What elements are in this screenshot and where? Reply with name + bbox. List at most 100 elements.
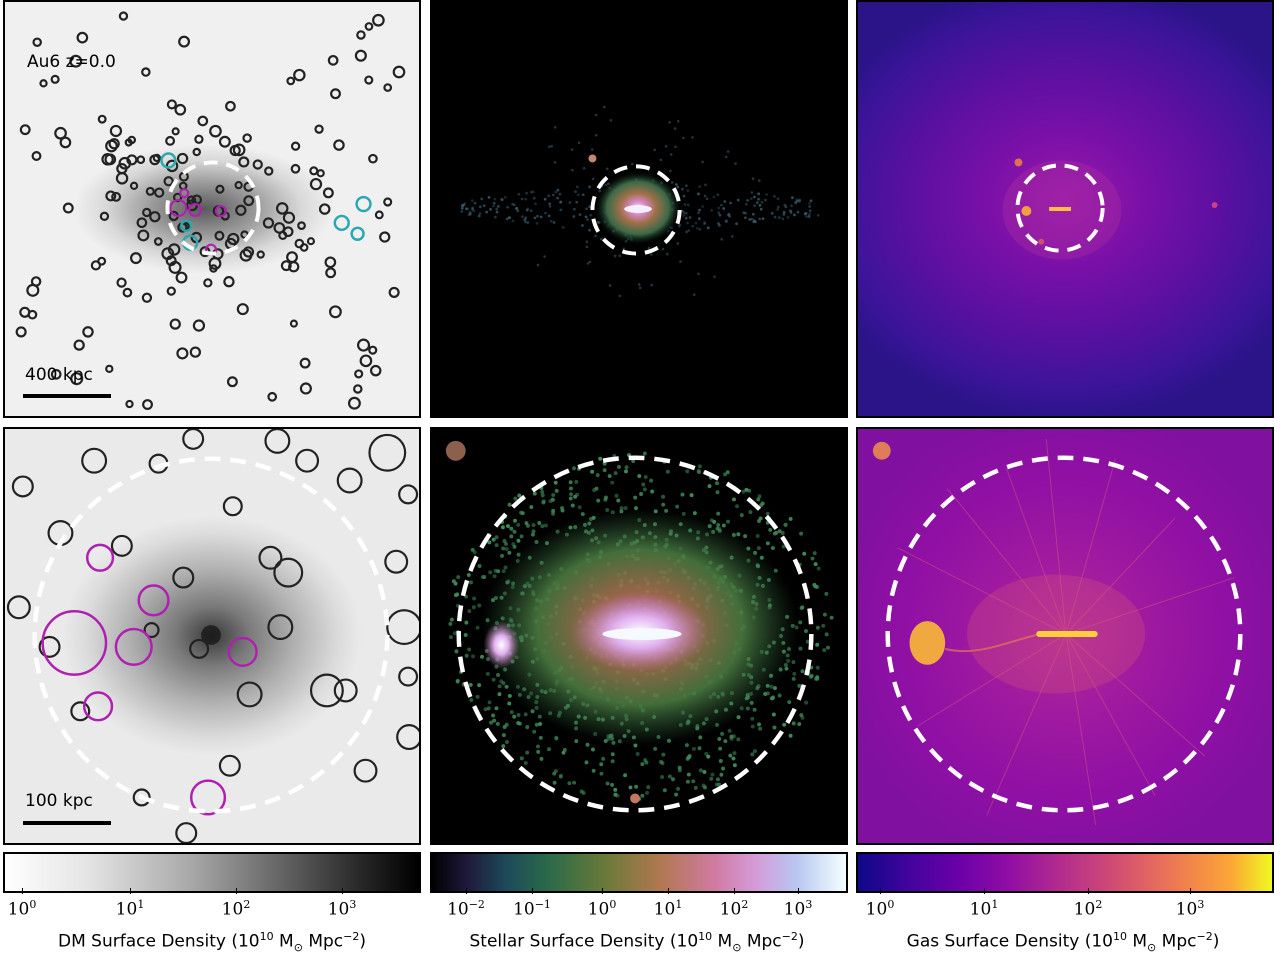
subhalo-circle — [286, 251, 298, 264]
scale-bar-top — [23, 394, 111, 398]
colorbar-tick-mark — [466, 888, 467, 894]
virial-radius-circle — [32, 456, 390, 814]
subhalo-circle — [333, 678, 358, 703]
subhalo-circle — [11, 475, 34, 498]
colorbar-tick-label: 101 — [115, 898, 145, 920]
subhalo-circle — [299, 382, 312, 395]
subhalo-circle — [182, 429, 205, 450]
stellar-colorbar — [430, 852, 848, 893]
subhalo-circle — [229, 144, 241, 157]
subhalo-circle — [166, 286, 176, 296]
subhalo-circle — [267, 614, 294, 641]
subhalo-circle — [398, 666, 419, 687]
halo-label: Au6 z=0.0 — [27, 52, 116, 72]
dm-colorbar — [3, 852, 421, 893]
subhalo-circle — [238, 156, 250, 168]
subhalo-circle — [242, 246, 255, 258]
subhalo-circle — [290, 163, 301, 174]
colorbar-tick-label: 102 — [221, 898, 251, 920]
colorbar-tick-label: 103 — [1175, 898, 1205, 920]
subhalo-circle — [294, 238, 305, 249]
dm-map-top: Au6 z=0.0 400 kpc — [3, 0, 421, 418]
satellite-magenta-circle — [214, 204, 227, 218]
subhalo-circle — [175, 822, 198, 843]
scale-label-bottom: 100 kpc — [25, 791, 93, 811]
subhalo-circle — [273, 557, 304, 588]
subhalo-circle — [368, 345, 378, 355]
subhalo-circle — [290, 141, 301, 151]
satellite-magenta-circle — [227, 636, 258, 667]
satellite-magenta-circle — [188, 202, 203, 218]
subhalo-circle — [368, 153, 378, 164]
colorbar-tick-label: 10−2 — [447, 898, 485, 920]
colorbar-tick-mark — [22, 888, 23, 894]
colorbar-tick-label: 100 — [7, 898, 37, 920]
gas-map-top-svg — [1002, 158, 1218, 260]
subhalo-circle — [154, 187, 165, 198]
stellar-map-bottom — [430, 427, 848, 845]
subhalo-circle — [306, 237, 316, 246]
subhalo-circle — [289, 319, 298, 328]
subhalo-circle — [364, 22, 374, 31]
subhalo-circle — [299, 357, 311, 369]
subhalo-circle — [99, 211, 110, 221]
satellite-magenta-circle — [137, 584, 170, 617]
subhalo-circle — [70, 372, 84, 386]
subhalo-circle — [309, 177, 323, 191]
subhalo-circle — [38, 635, 61, 658]
subhalo-circle — [280, 260, 292, 272]
colorbar-tick-mark — [984, 888, 985, 894]
subhalo-circle — [39, 79, 48, 88]
subhalo-circle — [194, 134, 204, 144]
subhalo-circle — [19, 124, 31, 136]
subhalo-circle — [108, 138, 120, 150]
subhalo-circle — [379, 231, 391, 243]
subhalo-circle — [314, 124, 324, 134]
colorbar-tick-mark — [798, 888, 799, 894]
subhalo-circle — [109, 124, 123, 138]
colorbar-tick-label: 101 — [653, 898, 683, 920]
subhalo-circle — [178, 181, 188, 191]
satellite-cyan-circle — [160, 152, 177, 169]
scale-bar-bottom — [23, 821, 111, 825]
subhalo-circle — [118, 11, 129, 21]
dm-colorbar-label: DM Surface Density (1010 M⊙ Mpc−2) — [57, 930, 367, 955]
subhalo-circle — [76, 31, 89, 44]
subhalo-circle — [336, 467, 363, 494]
subhalo-circle — [282, 211, 296, 224]
colorbar-tick-label: 101 — [969, 898, 999, 920]
subhalo-circle — [297, 221, 306, 230]
subhalo-circle — [396, 724, 419, 750]
subhalo-circle — [218, 135, 231, 148]
subhalo-circle — [166, 99, 177, 110]
subhalo-circle — [167, 243, 181, 256]
subhalo-circle — [73, 339, 85, 351]
subhalo-circle — [225, 100, 236, 112]
subhalo-circle — [171, 127, 180, 136]
subhalo-circle — [235, 204, 247, 216]
subhalo-circle — [81, 447, 108, 474]
subhalo-circle — [267, 391, 278, 402]
subhalo-circle — [137, 229, 150, 242]
subhalo-circle — [333, 139, 345, 151]
stellar-map-top — [430, 0, 848, 418]
subhalo-circle — [165, 135, 176, 146]
subhalo-circle — [70, 701, 91, 722]
subhalo-circle — [50, 368, 62, 380]
subhalo-circle — [54, 126, 67, 140]
subhalo-circle — [132, 788, 151, 807]
subhalo-circle — [242, 133, 252, 143]
stellar-map-top-svg — [460, 105, 820, 298]
subhalo-circle — [243, 195, 255, 207]
subhalo-circle — [218, 754, 241, 777]
colorbar-tick-mark — [342, 888, 343, 894]
colorbar-tick-label: 102 — [1073, 898, 1103, 920]
subhalo-circle — [186, 195, 197, 205]
subhalo-circle — [309, 673, 344, 708]
subhalo-circle — [15, 326, 27, 338]
subhalo-circle — [222, 496, 243, 517]
subhalo-circle — [189, 638, 210, 659]
subhalo-circle — [178, 171, 189, 182]
colorbar-tick-mark — [130, 888, 131, 894]
subhalo-circle — [383, 197, 393, 207]
